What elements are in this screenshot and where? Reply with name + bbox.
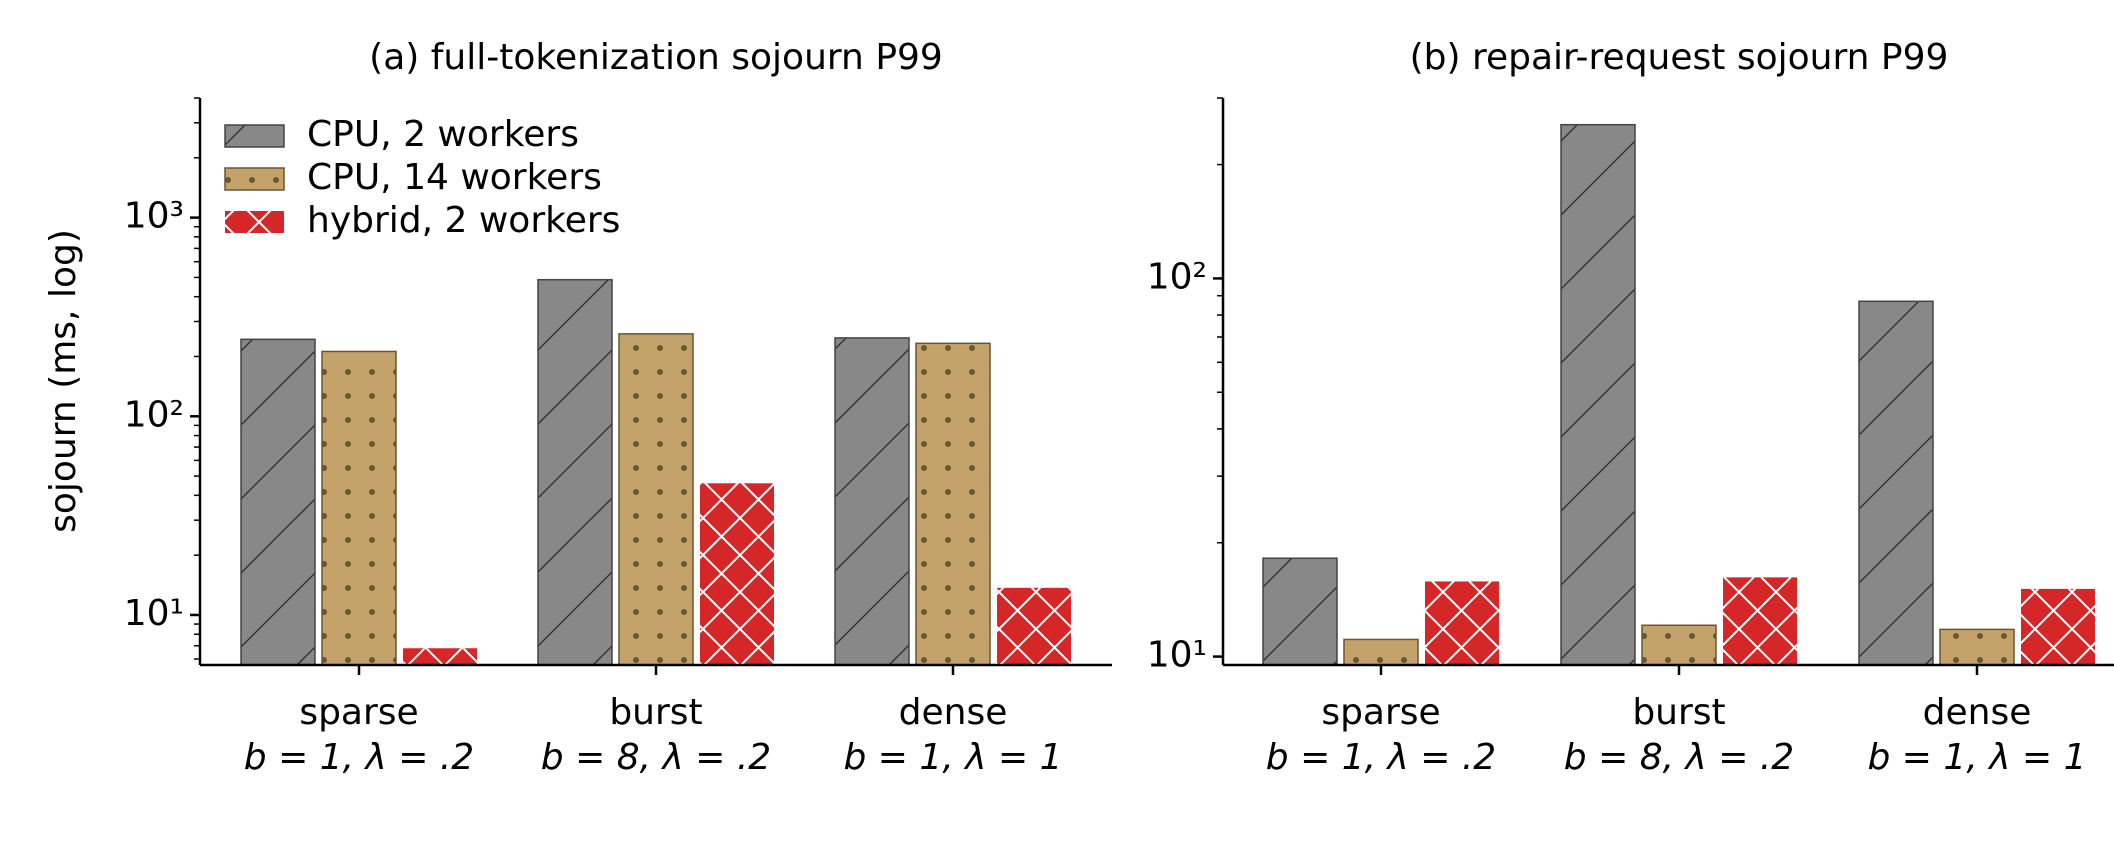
legend-swatch-hatch xyxy=(225,211,284,233)
x-tick-sublabel: b = 1, λ = .2 xyxy=(244,737,474,778)
bar-hatch xyxy=(1425,581,1499,665)
x-tick-sublabel: b = 8, λ = .2 xyxy=(1564,737,1794,778)
legend-swatch-hatch xyxy=(224,124,285,148)
bar-hatch xyxy=(700,483,774,665)
bar-hatch xyxy=(834,337,910,666)
chart-title: (b) repair-request sojourn P99 xyxy=(1410,37,1949,78)
bar-hatch xyxy=(1858,300,1934,666)
legend-label: CPU, 14 workers xyxy=(307,157,602,198)
x-tick-label: sparse xyxy=(299,692,418,733)
bar-hatch xyxy=(240,338,316,666)
x-tick-label: sparse xyxy=(1321,692,1440,733)
x-tick-label: burst xyxy=(609,692,702,733)
y-tick-label: 10² xyxy=(124,394,184,435)
bar-hatch xyxy=(997,587,1071,665)
bar-hatch xyxy=(1262,557,1338,666)
y-tick-label: 10² xyxy=(1147,256,1207,297)
bar-hatch xyxy=(1343,638,1419,666)
bar-hatch xyxy=(915,342,991,666)
bar-hatch xyxy=(1939,628,2015,666)
legend-label: CPU, 2 workers xyxy=(307,114,579,155)
chart-title: (a) full-tokenization sojourn P99 xyxy=(369,37,943,78)
legend-label: hybrid, 2 workers xyxy=(307,200,620,241)
x-tick-label: burst xyxy=(1632,692,1725,733)
y-axis-label: sojourn (ms, log) xyxy=(43,229,84,533)
x-tick-label: dense xyxy=(1923,692,2032,733)
bar-hatch xyxy=(1723,577,1797,665)
y-tick-label: 10¹ xyxy=(1147,635,1207,676)
y-tick-label: 10³ xyxy=(124,196,184,237)
bar-hatch xyxy=(618,333,694,666)
bar-hatch xyxy=(1641,624,1717,666)
bar-hatch xyxy=(537,278,613,666)
bar-hatch xyxy=(403,648,477,665)
bar-hatch xyxy=(1560,123,1636,666)
bar-hatch xyxy=(2021,588,2095,665)
y-tick-label: 10¹ xyxy=(124,593,184,634)
x-tick-label: dense xyxy=(899,692,1008,733)
legend-swatch-hatch xyxy=(224,167,285,191)
x-tick-sublabel: b = 8, λ = .2 xyxy=(541,737,771,778)
x-tick-sublabel: b = 1, λ = .2 xyxy=(1266,737,1496,778)
x-tick-sublabel: b = 1, λ = 1 xyxy=(844,737,1063,778)
x-tick-sublabel: b = 1, λ = 1 xyxy=(1868,737,2087,778)
bar-hatch xyxy=(321,350,397,666)
